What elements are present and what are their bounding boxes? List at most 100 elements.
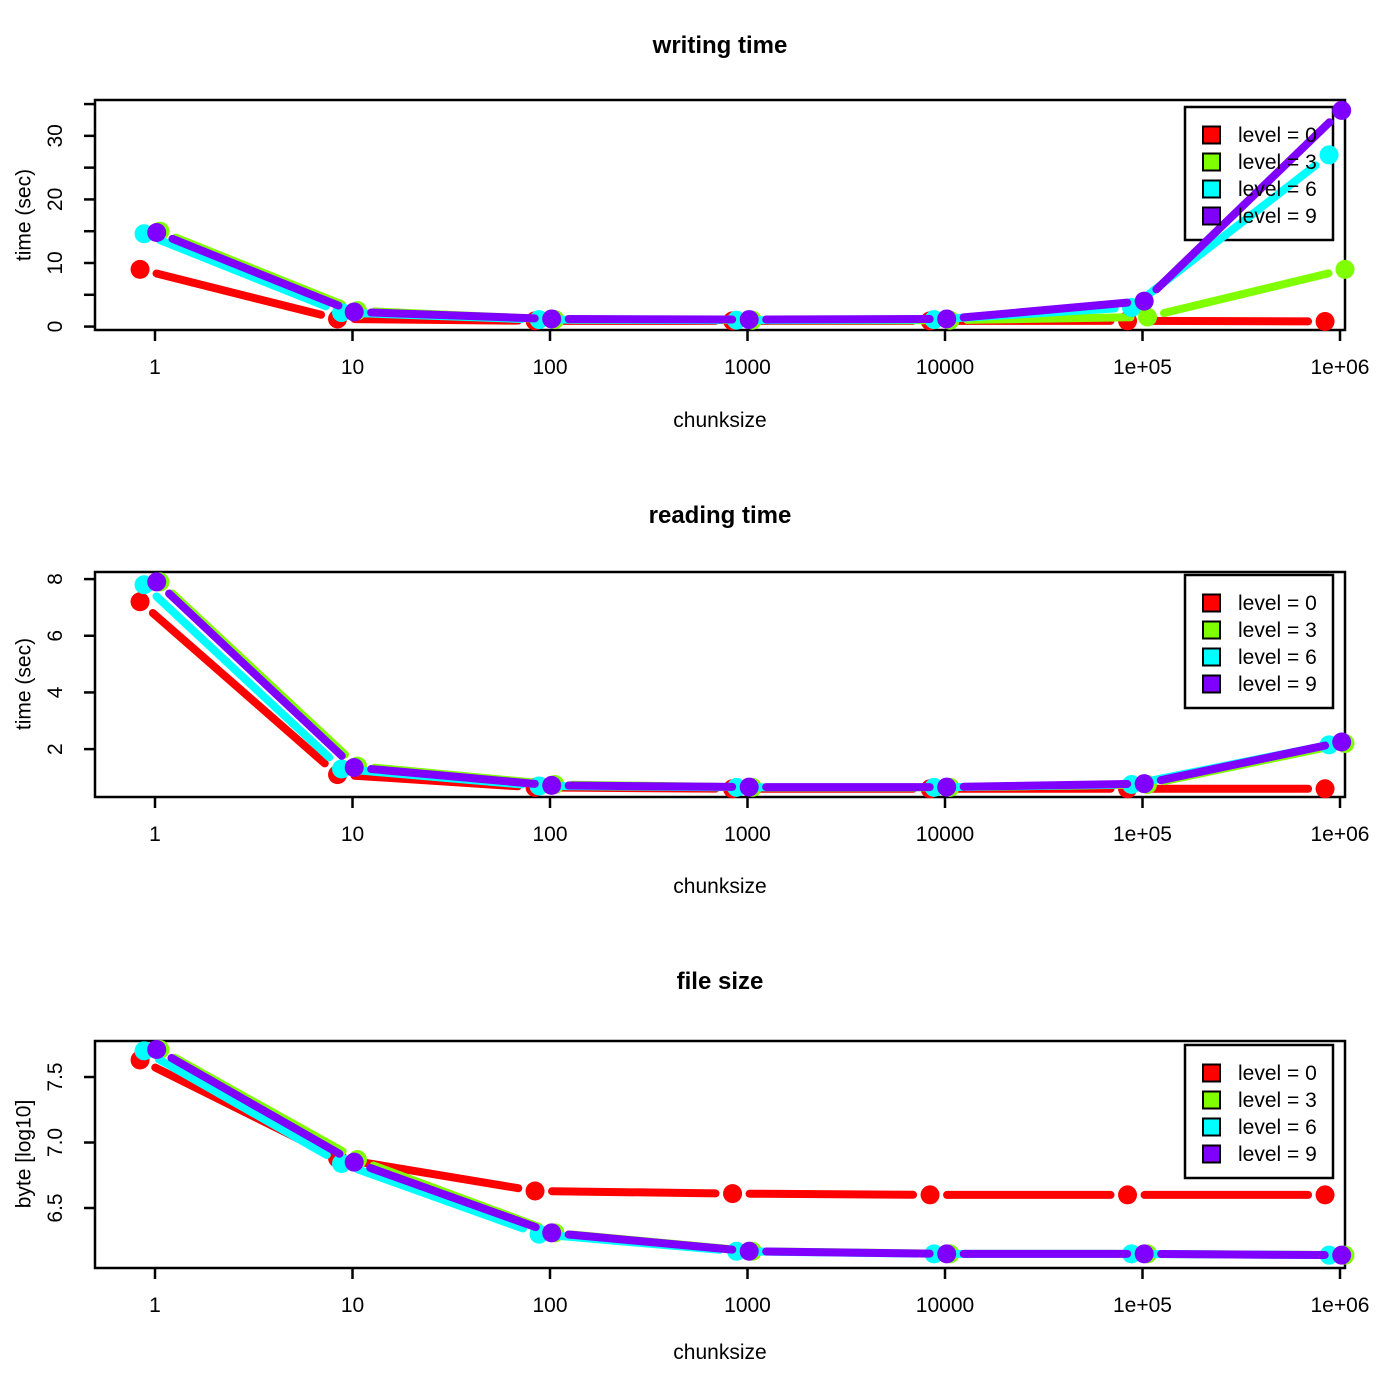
plot-box [93,570,1347,799]
series-segment [154,1055,331,1160]
x-tick-label: 10000 [916,356,974,379]
series-segment [564,1230,737,1254]
series-level---6 [134,575,1339,797]
series-segment [548,1187,720,1198]
series-segment [148,608,329,768]
x-tick-label: 1000 [724,823,771,846]
data-point [130,259,150,279]
data-point [1332,732,1352,752]
series-level---9 [147,100,1352,330]
data-point [147,222,167,242]
y-tick-label: 6.5 [44,1193,67,1222]
legend-label: level = 6 [1238,1116,1317,1139]
data-point [1134,774,1154,794]
panel-3-x-axis-label: chunksize [673,1341,767,1364]
x-tick-label: 10 [341,823,364,846]
legend-label: level = 0 [1238,592,1317,615]
data-point [1332,100,1352,120]
legend-swatch [1202,179,1221,199]
series-level---0 [130,1050,1335,1205]
y-tick-label: 10 [44,251,67,274]
legend-swatch [1202,674,1221,694]
data-point [723,1184,743,1204]
legend-label: level = 6 [1238,178,1317,201]
panel-2-y-axis-label: time (sec) [12,637,36,731]
data-point [542,775,562,795]
x-tick-label: 100 [532,356,567,379]
data-point [1332,1245,1352,1265]
data-point [920,1185,940,1205]
data-point [344,302,364,322]
legend-swatch [1202,125,1221,145]
x-tick-label: 1e+05 [1113,356,1172,379]
legend-label: level = 0 [1238,124,1317,147]
panel-1-y-axis-label: time (sec) [12,168,36,262]
plot-box [93,98,1347,332]
legend-label: level = 3 [1238,619,1317,642]
x-tick-label: 100 [532,1294,567,1317]
series-segment [1140,316,1313,326]
legend-label: level = 3 [1238,151,1317,174]
panel-1-title: writing time [652,32,788,59]
panel-3: 1 10 100 1000 10000 1e+05 1e+06 6.5 7.0 7.5 level … [44,1039,1369,1317]
series-segment [564,781,737,791]
series-segment [367,308,539,323]
panel-2: 1 10 100 1000 10000 1e+05 1e+06 2 4 6 8 level = 0 le… [44,570,1369,846]
x-tick-label: 1e+05 [1113,1294,1172,1317]
legend-label: level = 3 [1238,1089,1317,1112]
legend-swatch [1202,647,1221,667]
x-tick-label: 1000 [724,1294,771,1317]
series-segment [152,592,334,762]
data-point [739,1241,759,1261]
x-tick-label: 10 [341,1294,364,1317]
x-tick-label: 1e+05 [1113,823,1172,846]
series-segment [165,589,346,760]
series-segment [168,234,343,310]
data-point [147,1040,167,1060]
panel-2-title: reading time [648,502,792,529]
legend-label: level = 9 [1238,1143,1317,1166]
data-point [1137,307,1157,327]
legend-swatch [1202,593,1221,613]
legend-label: level = 9 [1238,673,1317,696]
data-point [1315,1185,1335,1205]
series-level---9 [147,1040,1352,1265]
legend-swatch [1202,1117,1221,1137]
series-level---0 [130,592,1335,799]
y-tick-label: 7.5 [44,1062,67,1091]
x-tick-label: 10000 [916,823,974,846]
series-segment [367,765,539,788]
x-tick-label: 1 [149,823,161,846]
series-segment [1157,1249,1329,1260]
series-segment [564,314,737,324]
x-tick-label: 1e+06 [1311,356,1370,379]
x-tick-label: 1 [149,356,161,379]
legend-swatch [1202,1063,1221,1083]
y-tick-label: 4 [44,686,67,698]
y-tick-label: 6 [44,630,67,642]
series-level---3 [150,572,1355,797]
data-point [739,310,759,330]
legend-swatch [1202,620,1221,640]
legend-label: level = 6 [1238,646,1317,669]
data-point [937,777,957,797]
x-tick-label: 10 [341,356,364,379]
data-point [1319,145,1339,165]
data-point [147,572,167,592]
series-level---6 [134,1041,1339,1265]
data-point [1315,779,1335,799]
series-segment [762,314,934,324]
series-segment [959,779,1132,791]
data-point [525,1181,545,1201]
x-tick-label: 10000 [916,1294,974,1317]
legend-box [1183,573,1335,710]
legend-label: level = 9 [1238,205,1317,228]
data-point [542,309,562,329]
data-point [739,777,759,797]
legend-swatch [1202,1144,1221,1164]
panel-1: 1 10 100 1000 10000 1e+05 1e+06 0 10 20 30 level = … [44,98,1370,379]
legend-label: level = 0 [1238,1062,1317,1085]
y-tick-label: 7.0 [44,1128,67,1157]
